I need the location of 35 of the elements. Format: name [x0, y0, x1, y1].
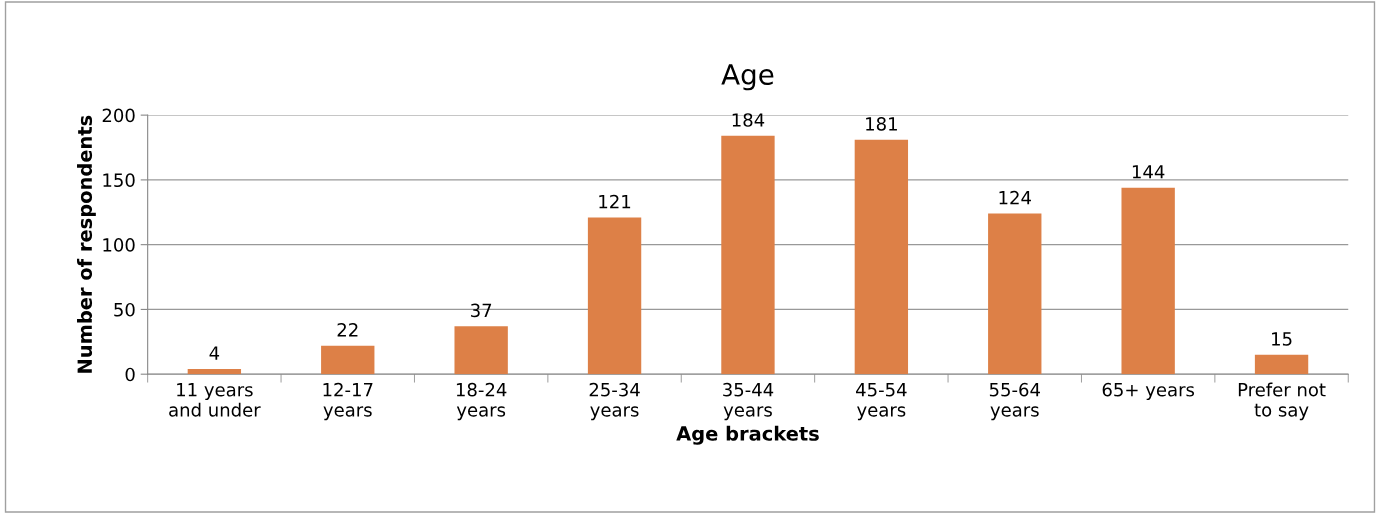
chart-title: Age — [721, 64, 774, 91]
bar — [1254, 354, 1309, 375]
y-tick-label: 50 — [114, 302, 135, 317]
x-tick-label: 45-54 years — [856, 383, 907, 421]
x-tick-label: 65+ years — [1102, 382, 1195, 400]
data-label: 124 — [999, 190, 1031, 205]
y-axis-title: Number of respondents — [77, 115, 96, 373]
y-tick-label: 150 — [103, 173, 135, 188]
data-label: 121 — [599, 194, 631, 209]
x-tick-label: 11 years and under — [169, 383, 261, 417]
y-tick-label: 200 — [102, 108, 135, 123]
x-axis-title: Age brackets — [676, 425, 819, 445]
data-label: 144 — [1132, 165, 1165, 179]
x-tick-label: Prefer not to say — [1238, 382, 1326, 421]
bar — [854, 139, 909, 375]
data-label: 4 — [209, 346, 220, 360]
x-tick-label: 35-44 years — [723, 382, 774, 421]
data-label: 22 — [337, 322, 358, 337]
bar — [187, 369, 242, 375]
x-tick-label: 12-17 years — [323, 382, 373, 421]
bar — [321, 345, 375, 375]
bar — [587, 217, 642, 375]
data-label: 37 — [471, 303, 492, 318]
bar — [454, 326, 508, 375]
x-tick-label: 55-64 years — [989, 382, 1040, 421]
data-label: 15 — [1272, 332, 1292, 346]
y-tick-label: 100 — [103, 238, 135, 252]
bar — [1121, 187, 1175, 375]
data-label: 181 — [866, 117, 897, 131]
bar — [721, 135, 775, 375]
x-tick-label: 25-34 years — [589, 382, 640, 421]
data-label: 184 — [732, 113, 765, 127]
y-tick-label: 0 — [125, 367, 135, 382]
x-tick-label: 18-24 years — [456, 382, 507, 421]
bar — [988, 213, 1042, 375]
